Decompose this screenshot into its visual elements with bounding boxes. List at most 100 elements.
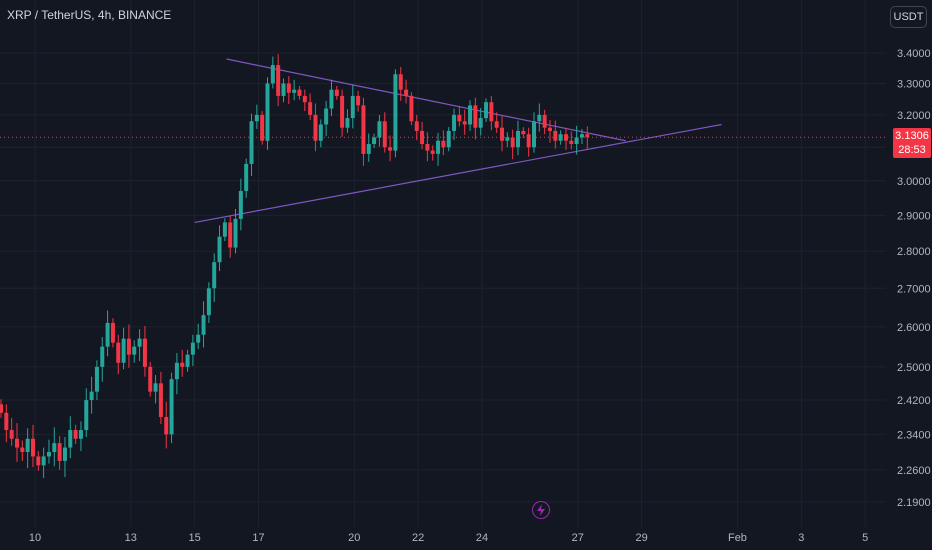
- candle-body: [110, 322, 115, 343]
- candle-body: [313, 114, 318, 141]
- candles: [0, 54, 590, 479]
- candle-body: [164, 417, 169, 435]
- candle-body: [510, 137, 515, 148]
- candle-body: [41, 456, 46, 466]
- candle-body: [473, 105, 478, 128]
- candle-body: [169, 379, 174, 435]
- candle-body: [302, 95, 307, 103]
- price-tick-label: 3.4000: [897, 48, 931, 60]
- candle-body: [228, 222, 233, 248]
- bar-countdown: 28:53: [898, 144, 926, 156]
- candle-body: [505, 137, 510, 141]
- time-tick-label: 17: [252, 532, 264, 544]
- candle-body: [265, 83, 270, 141]
- candle-body: [558, 134, 563, 141]
- candle-body: [500, 127, 505, 141]
- candle-body: [73, 430, 78, 439]
- price-tick-label: 2.8000: [897, 246, 931, 258]
- candle-body: [318, 124, 323, 141]
- time-tick-label: 15: [189, 532, 201, 544]
- price-tick-label: 2.7000: [897, 283, 931, 295]
- candle-body: [222, 222, 227, 237]
- candle-body: [25, 438, 30, 452]
- candle-body: [260, 114, 265, 141]
- candle-body: [137, 338, 142, 347]
- price-tick-label: 2.3400: [897, 429, 931, 441]
- candle-body: [233, 218, 238, 248]
- candle-body: [121, 338, 126, 363]
- candle-body: [196, 334, 201, 343]
- candle-body: [414, 121, 419, 131]
- candle-body: [404, 89, 409, 96]
- price-axis[interactable]: 3.40003.30003.20003.10003.00002.90002.80…: [897, 48, 931, 509]
- candle-body: [516, 130, 521, 148]
- candle-body: [526, 134, 531, 148]
- candle-body: [521, 130, 526, 135]
- candle-body: [142, 338, 147, 367]
- candle-body: [452, 114, 457, 131]
- candle-body: [457, 114, 462, 122]
- candle-body: [468, 105, 473, 125]
- candle-body: [30, 438, 35, 457]
- candle-body: [366, 144, 371, 154]
- trendline: [194, 123, 722, 224]
- price-tick-label: 2.5000: [897, 362, 931, 374]
- candle-body: [270, 65, 275, 84]
- price-tick-label: 2.4200: [897, 395, 931, 407]
- time-tick-label: 13: [125, 532, 137, 544]
- time-tick-label: 27: [572, 532, 584, 544]
- candle-body: [356, 95, 361, 106]
- candle-body: [94, 366, 99, 392]
- candle-body: [62, 447, 67, 461]
- candle-body: [324, 108, 329, 125]
- candle-body: [537, 114, 542, 122]
- candle-body: [292, 89, 297, 93]
- candle-body: [297, 89, 302, 96]
- candle-body: [388, 147, 393, 151]
- grid: [0, 0, 886, 527]
- candle-body: [52, 443, 57, 452]
- candle-body: [46, 451, 51, 457]
- candle-body: [420, 130, 425, 145]
- price-tick-label: 2.9000: [897, 210, 931, 222]
- candle-body: [9, 430, 14, 439]
- candle-body: [4, 412, 9, 431]
- candle-body: [489, 102, 494, 122]
- time-axis[interactable]: 10 13 15 17 20 22 24 27 29 Feb 3 5: [29, 532, 868, 544]
- candle-body: [579, 134, 584, 138]
- candle-body: [249, 121, 254, 164]
- candle-body: [105, 322, 110, 347]
- price-tick-label: 2.2600: [897, 465, 931, 477]
- candle-body: [180, 362, 185, 367]
- symbol-title: XRP / TetherUS, 4h, BINANCE: [7, 8, 172, 22]
- flash-icon[interactable]: [532, 501, 550, 519]
- candle-body: [286, 83, 291, 93]
- price-tick-label: 3.2000: [897, 110, 931, 122]
- candle-body: [441, 140, 446, 148]
- candle-body: [425, 144, 430, 151]
- candle-body: [254, 114, 259, 122]
- candle-body: [377, 121, 382, 138]
- candle-body: [201, 315, 206, 335]
- candle-body: [190, 342, 195, 355]
- price-tick-label: 2.6000: [897, 322, 931, 334]
- candle-body: [350, 95, 355, 119]
- candle-body: [281, 83, 286, 96]
- candle-body: [547, 127, 552, 131]
- candle-body: [100, 346, 105, 367]
- candle-body: [494, 121, 499, 128]
- time-tick-label: 5: [862, 532, 868, 544]
- candle-body: [244, 163, 249, 192]
- currency-button[interactable]: USDT: [890, 6, 927, 28]
- candle-body: [148, 366, 153, 392]
- candle-body: [57, 443, 62, 461]
- candle-body: [382, 121, 387, 148]
- candle-body: [372, 137, 377, 145]
- candle-body: [532, 121, 536, 148]
- candle-body: [84, 400, 89, 431]
- time-tick-label: Feb: [728, 532, 747, 544]
- candle-body: [158, 383, 163, 418]
- candle-body: [563, 134, 568, 141]
- candle-body: [361, 105, 366, 154]
